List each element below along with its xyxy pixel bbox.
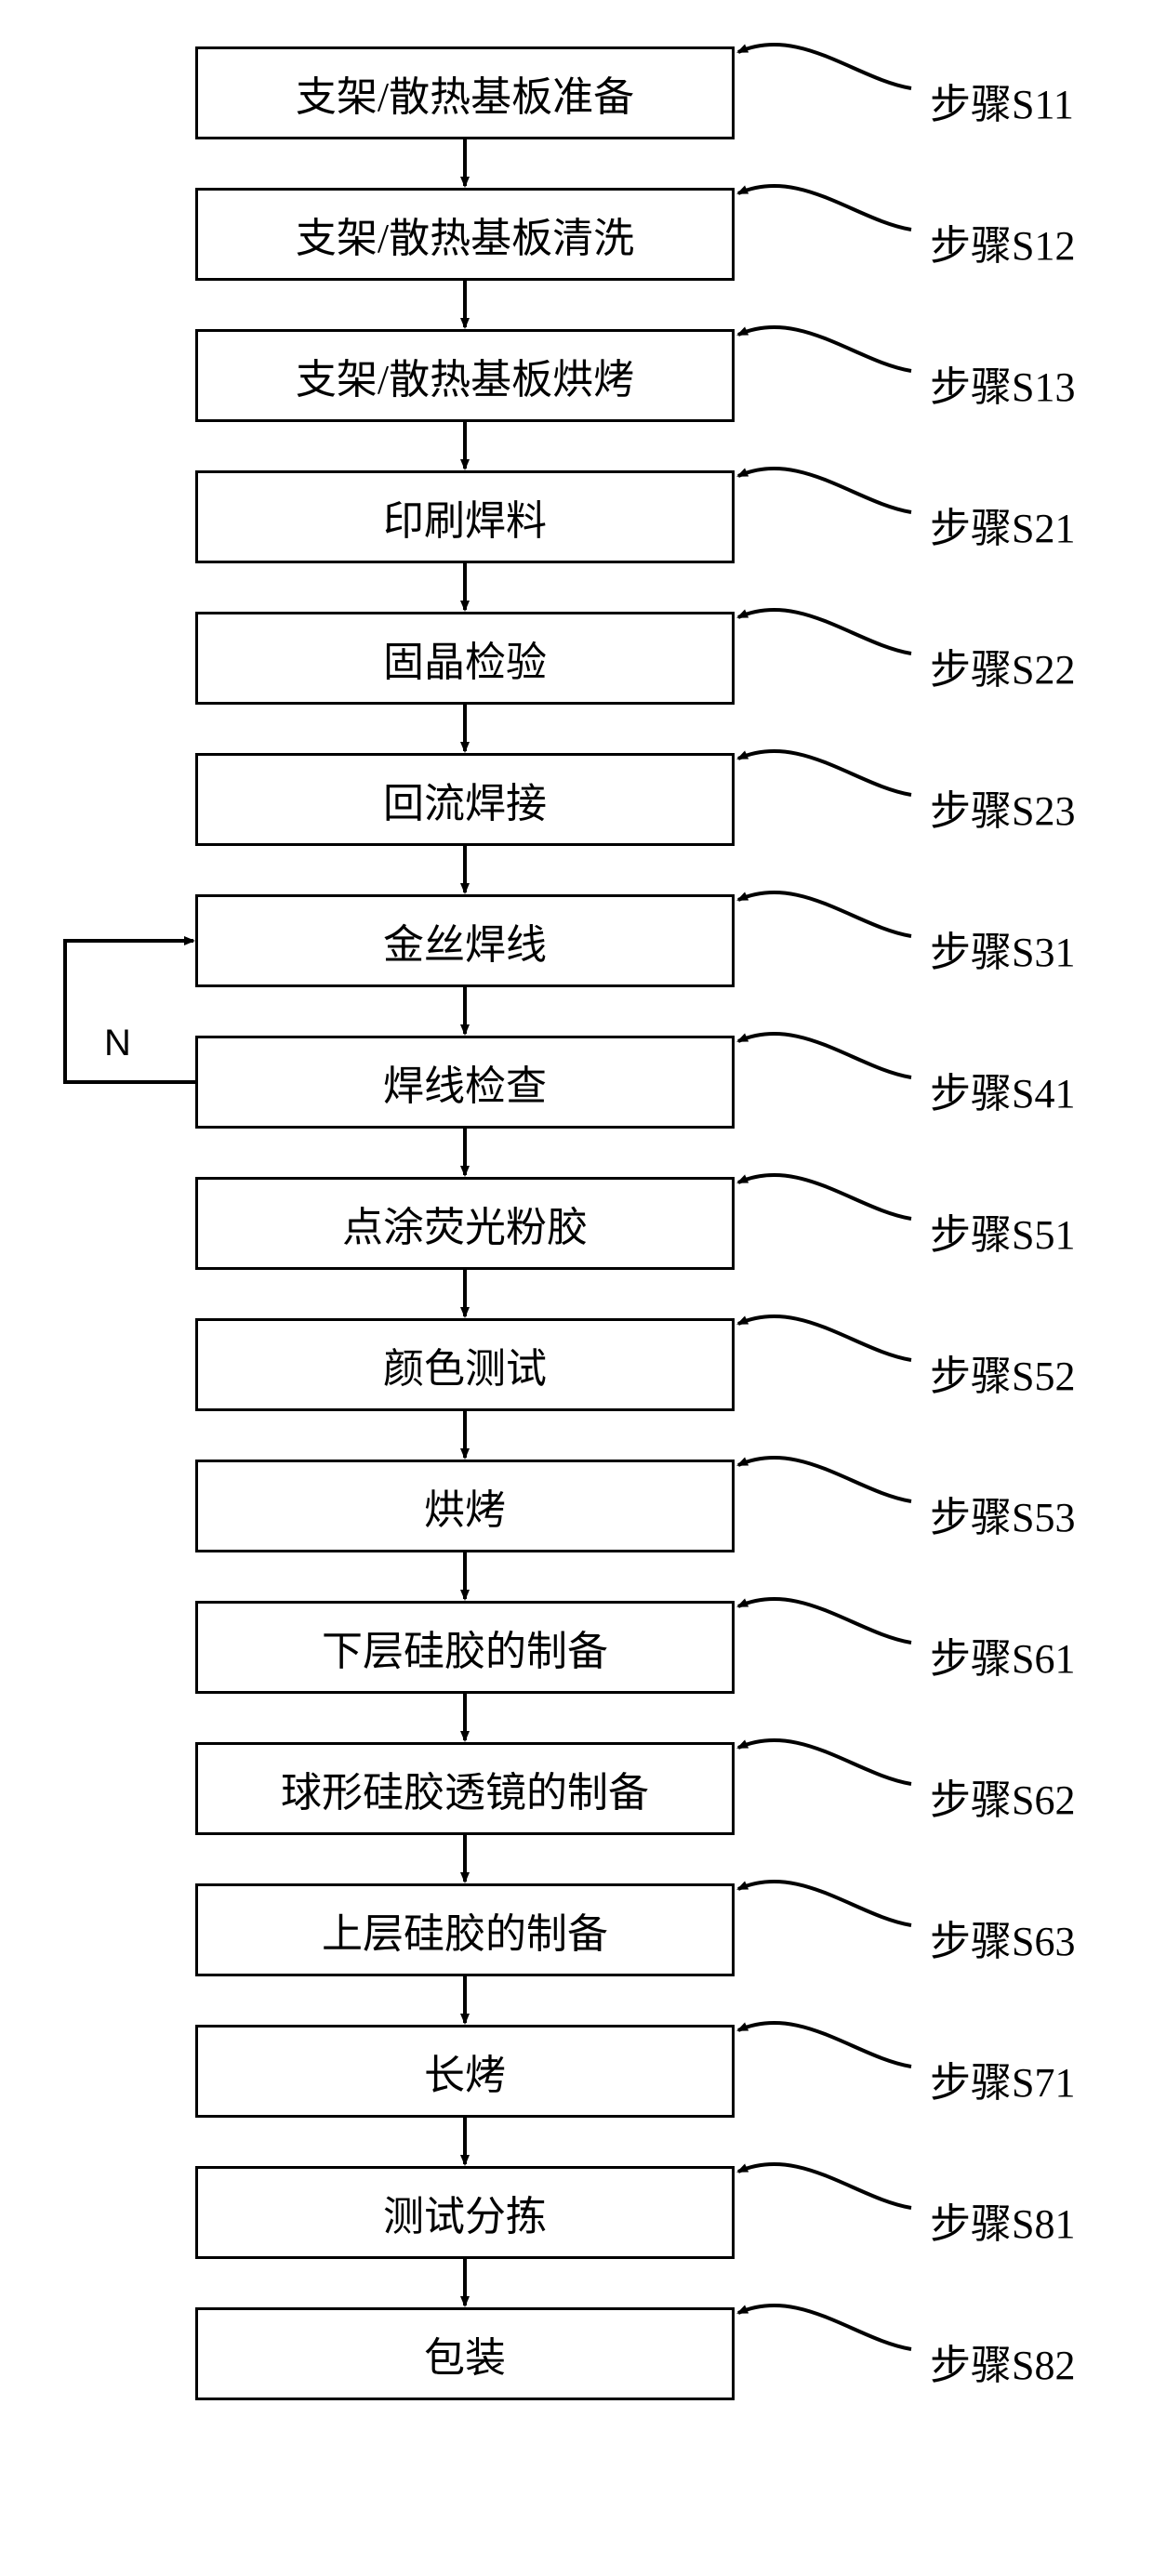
step-box-S62: 球形硅胶透镜的制备: [195, 1742, 735, 1835]
step-box-text: 上层硅胶的制备: [322, 1900, 608, 1960]
step-label-S21: 步骤S21: [930, 495, 1075, 554]
callout-arrow-S12: [738, 186, 911, 230]
step-box-S31: 金丝焊线: [195, 894, 735, 987]
callout-arrow-S81: [738, 2164, 911, 2208]
step-box-text: 焊线检查: [383, 1052, 547, 1112]
step-box-text: 测试分拣: [383, 2183, 547, 2242]
step-box-S71: 长烤: [195, 2025, 735, 2118]
step-box-text: 球形硅胶透镜的制备: [281, 1759, 649, 1818]
callout-arrow-S22: [738, 610, 911, 654]
step-box-S21: 印刷焊料: [195, 470, 735, 563]
callout-arrow-S61: [738, 1599, 911, 1643]
step-box-S22: 固晶检验: [195, 612, 735, 705]
step-box-text: 支架/散热基板准备: [296, 63, 634, 123]
step-label-S22: 步骤S22: [930, 636, 1075, 695]
step-label-S52: 步骤S52: [930, 1342, 1075, 1402]
step-box-S11: 支架/散热基板准备: [195, 46, 735, 139]
step-box-text: 点涂荧光粉胶: [342, 1194, 588, 1253]
step-box-text: 下层硅胶的制备: [322, 1618, 608, 1677]
step-label-S51: 步骤S51: [930, 1201, 1075, 1261]
step-box-text: 回流焊接: [383, 770, 547, 829]
step-box-text: 烘烤: [424, 1476, 506, 1536]
step-box-text: 印刷焊料: [383, 487, 547, 547]
step-label-S12: 步骤S12: [930, 212, 1075, 271]
callout-arrow-S82: [738, 2305, 911, 2349]
callout-arrow-S41: [738, 1034, 911, 1077]
step-label-S81: 步骤S81: [930, 2190, 1075, 2250]
step-label-S31: 步骤S31: [930, 918, 1075, 978]
callout-arrow-S31: [738, 892, 911, 936]
callout-arrow-S51: [738, 1175, 911, 1219]
step-box-S52: 颜色测试: [195, 1318, 735, 1411]
callout-arrow-S11: [738, 45, 911, 88]
flowchart-container: 支架/散热基板准备步骤S11支架/散热基板清洗步骤S12支架/散热基板烘烤步骤S…: [0, 0, 1153, 2576]
step-box-text: 长烤: [424, 2041, 506, 2101]
callout-arrow-S62: [738, 1740, 911, 1784]
callout-arrow-S63: [738, 1882, 911, 1925]
step-box-S12: 支架/散热基板清洗: [195, 188, 735, 281]
step-box-text: 支架/散热基板烘烤: [296, 346, 634, 405]
step-label-S11: 步骤S11: [930, 71, 1074, 130]
step-box-S82: 包装: [195, 2307, 735, 2400]
callout-arrow-S71: [738, 2023, 911, 2067]
step-box-text: 支架/散热基板清洗: [296, 205, 634, 264]
step-box-S51: 点涂荧光粉胶: [195, 1177, 735, 1270]
callout-arrow-S23: [738, 751, 911, 795]
callout-arrow-S21: [738, 469, 911, 512]
step-box-S13: 支架/散热基板烘烤: [195, 329, 735, 422]
step-box-text: 包装: [424, 2324, 506, 2384]
step-label-S63: 步骤S63: [930, 1908, 1075, 1967]
callout-arrow-S13: [738, 327, 911, 371]
step-label-S62: 步骤S62: [930, 1766, 1075, 1826]
step-label-S41: 步骤S41: [930, 1060, 1075, 1119]
step-label-S71: 步骤S71: [930, 2049, 1075, 2108]
feedback-label: N: [104, 1023, 131, 1064]
step-box-text: 固晶检验: [383, 628, 547, 688]
step-box-S81: 测试分拣: [195, 2166, 735, 2259]
step-box-text: 颜色测试: [383, 1335, 547, 1394]
step-label-S61: 步骤S61: [930, 1625, 1075, 1684]
step-label-S13: 步骤S13: [930, 353, 1075, 413]
step-label-S23: 步骤S23: [930, 777, 1075, 837]
step-box-S63: 上层硅胶的制备: [195, 1883, 735, 1976]
step-box-S41: 焊线检查: [195, 1036, 735, 1129]
callout-arrow-S53: [738, 1458, 911, 1501]
step-box-S53: 烘烤: [195, 1460, 735, 1552]
step-label-S82: 步骤S82: [930, 2332, 1075, 2391]
callout-arrow-S52: [738, 1316, 911, 1360]
step-box-S23: 回流焊接: [195, 753, 735, 846]
step-box-text: 金丝焊线: [383, 911, 547, 971]
step-label-S53: 步骤S53: [930, 1484, 1075, 1543]
step-box-S61: 下层硅胶的制备: [195, 1601, 735, 1694]
